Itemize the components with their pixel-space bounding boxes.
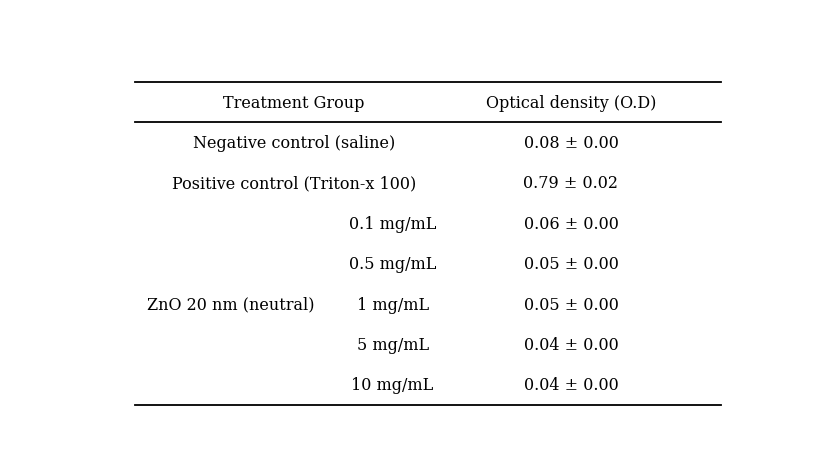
Text: Treatment Group: Treatment Group	[224, 94, 364, 111]
Text: 0.08 ± 0.00: 0.08 ± 0.00	[524, 135, 618, 152]
Text: 0.04 ± 0.00: 0.04 ± 0.00	[524, 377, 618, 394]
Text: Positive control (Triton-x 100): Positive control (Triton-x 100)	[172, 175, 416, 192]
Text: 0.06 ± 0.00: 0.06 ± 0.00	[524, 216, 618, 232]
Text: 0.04 ± 0.00: 0.04 ± 0.00	[524, 337, 618, 353]
Text: Negative control (saline): Negative control (saline)	[192, 135, 395, 152]
Text: ZnO 20 nm (neutral): ZnO 20 nm (neutral)	[147, 296, 315, 313]
Text: Optical density (O.D): Optical density (O.D)	[486, 94, 656, 111]
Text: 0.5 mg/mL: 0.5 mg/mL	[349, 256, 436, 273]
Text: 0.05 ± 0.00: 0.05 ± 0.00	[524, 256, 618, 273]
Text: 10 mg/mL: 10 mg/mL	[352, 377, 434, 394]
Text: 0.1 mg/mL: 0.1 mg/mL	[349, 216, 436, 232]
Text: 5 mg/mL: 5 mg/mL	[357, 337, 428, 353]
Text: 0.05 ± 0.00: 0.05 ± 0.00	[524, 296, 618, 313]
Text: 1 mg/mL: 1 mg/mL	[357, 296, 428, 313]
Text: 0.79 ± 0.02: 0.79 ± 0.02	[524, 175, 618, 192]
